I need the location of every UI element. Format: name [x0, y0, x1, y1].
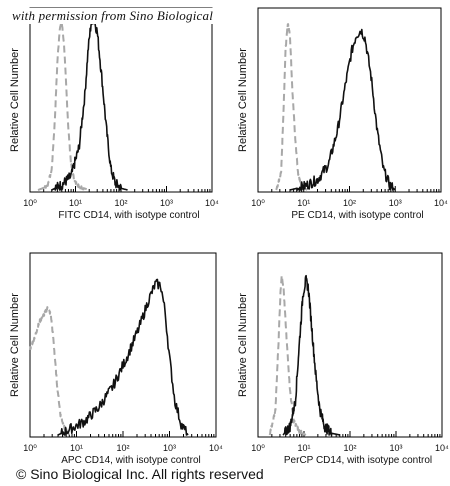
cd14-sample-curve — [289, 28, 396, 191]
plot-frame — [257, 7, 442, 193]
histogram-panel-apc: 10⁰ 10¹ 10² 10³ 10⁴ APC CD14, with isotype co… — [9, 252, 223, 466]
x-tick-label: 10¹ — [69, 198, 82, 208]
x-tick-label: 10⁴ — [205, 198, 219, 208]
cd14-sample-curve — [282, 274, 341, 436]
x-tick-label: 10⁴ — [435, 443, 449, 453]
histogram-panel-pe: 10⁰ 10¹ 10² 10³ 10⁴ PE CD14, with isotype con… — [237, 7, 448, 221]
y-axis-label: Relative Cell Number — [237, 48, 249, 152]
plot-frame — [257, 252, 443, 438]
x-tick-label: 10¹ — [70, 443, 83, 453]
histogram-panel-fitc: 10⁰ 10¹ 10² 10³ 10⁴ FITC CD14, with isotype c… — [9, 7, 219, 221]
x-tick-label: 10³ — [163, 443, 176, 453]
x-axis-label: FITC CD14, with isotype control — [58, 210, 199, 221]
x-tick-label: 10⁴ — [434, 198, 448, 208]
x-tick-label: 10² — [343, 198, 356, 208]
isotype-control-curve — [268, 274, 307, 436]
x-tick-label: 10⁰ — [23, 198, 37, 208]
x-tick-label: 10¹ — [297, 198, 310, 208]
x-axis-label: PerCP CD14, with isotype control — [284, 455, 432, 466]
watermark: with permission from Sino Biological — [10, 8, 216, 24]
copyright-notice: © Sino Biological Inc. All rights reserv… — [16, 466, 264, 482]
x-tick-label: 10⁰ — [23, 443, 37, 453]
y-axis-label: Relative Cell Number — [9, 293, 21, 397]
plot-frame — [29, 7, 213, 193]
x-tick-label: 10³ — [160, 198, 173, 208]
x-tick-label: 10³ — [389, 198, 402, 208]
x-tick-label: 10⁰ — [251, 443, 265, 453]
isotype-control-curve — [37, 22, 90, 191]
y-axis-label: Relative Cell Number — [237, 293, 249, 397]
x-tick-label: 10¹ — [297, 443, 310, 453]
x-tick-label: 10⁰ — [251, 198, 265, 208]
x-tick-label: 10⁴ — [209, 443, 223, 453]
cd14-sample-curve — [51, 17, 128, 191]
isotype-control-curve — [275, 23, 309, 191]
plot-frame — [29, 252, 217, 438]
isotype-control-curve — [29, 306, 71, 436]
x-tick-label: 10³ — [389, 443, 402, 453]
x-axis-label: PE CD14, with isotype control — [291, 210, 423, 221]
y-axis-label: Relative Cell Number — [9, 48, 21, 152]
x-tick-label: 10² — [114, 198, 127, 208]
x-tick-label: 10² — [116, 443, 129, 453]
x-tick-label: 10² — [343, 443, 356, 453]
x-axis-label: APC CD14, with isotype control — [61, 455, 201, 466]
cd14-sample-curve — [57, 278, 189, 436]
